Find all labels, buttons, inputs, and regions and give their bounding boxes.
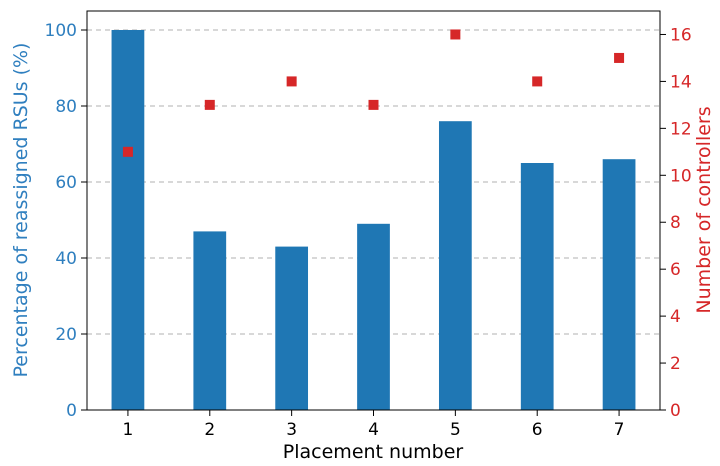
right-tick-label: 14	[670, 72, 692, 92]
bar	[357, 223, 390, 410]
x-tick-label: 7	[614, 420, 625, 440]
right-tick-label: 2	[670, 354, 681, 374]
scatter-series	[122, 29, 625, 157]
right-axis-ticks: 0 2 4 6 8 10 12 14 16	[660, 25, 692, 421]
grid-lines	[87, 29, 660, 335]
right-tick-label: 0	[670, 401, 681, 421]
right-tick-label: 10	[670, 166, 692, 186]
x-tick-label: 6	[532, 420, 543, 440]
scatter-point	[614, 52, 625, 63]
left-tick-label: 80	[55, 97, 77, 117]
right-tick-label: 6	[670, 260, 681, 280]
bar	[520, 163, 554, 410]
bar	[275, 246, 309, 410]
right-tick-label: 4	[670, 307, 681, 327]
right-tick-label: 12	[670, 119, 692, 139]
right-axis-title: Number of controllers	[693, 106, 715, 313]
scatter-point	[532, 76, 543, 87]
bar-series	[111, 30, 636, 410]
x-tick-label: 3	[286, 420, 297, 440]
right-tick-label: 16	[670, 25, 692, 45]
scatter-point	[204, 99, 215, 110]
left-tick-label: 20	[55, 325, 77, 345]
bar	[193, 231, 227, 410]
scatter-point	[122, 146, 133, 157]
left-axis-title: Percentage of reassigned RSUs (%)	[10, 43, 32, 378]
left-tick-label: 100	[45, 21, 77, 41]
left-tick-label: 0	[66, 401, 77, 421]
bar	[438, 121, 472, 410]
left-axis-ticks: 0 20 40 60 80 100	[45, 21, 87, 421]
x-axis-title: Placement number	[283, 441, 464, 463]
scatter-point	[368, 99, 379, 110]
bar	[111, 30, 145, 410]
scatter-point	[450, 29, 461, 40]
left-tick-label: 40	[55, 249, 77, 269]
bar	[602, 159, 636, 410]
x-tick-label: 1	[123, 420, 134, 440]
x-tick-label: 4	[368, 420, 379, 440]
right-tick-label: 8	[670, 213, 681, 233]
x-tick-label: 5	[450, 420, 461, 440]
scatter-point	[286, 76, 297, 87]
left-tick-label: 60	[55, 173, 77, 193]
x-tick-label: 2	[204, 420, 215, 440]
x-axis-ticks: 1 2 3 4 5 6 7	[123, 410, 625, 440]
